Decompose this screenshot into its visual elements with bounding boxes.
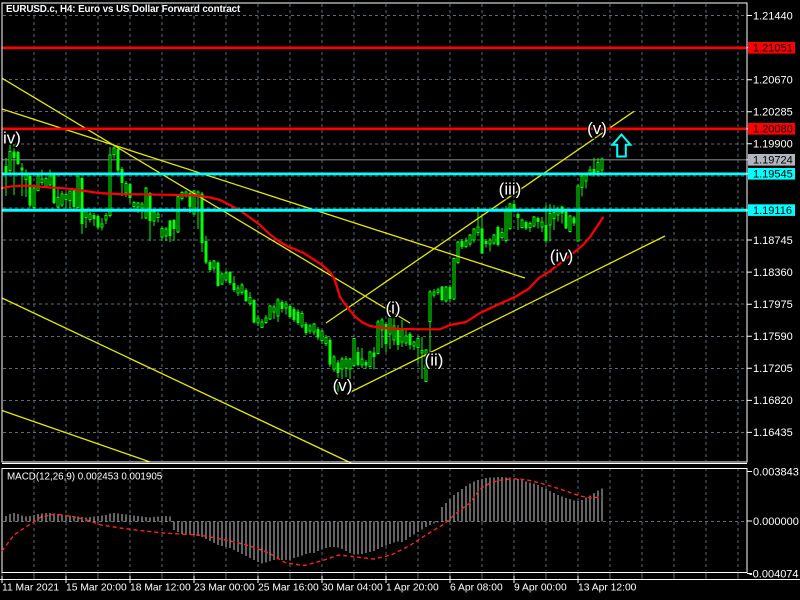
- svg-text:MACD(12,26,9) 0.002453 0.00190: MACD(12,26,9) 0.002453 0.001905: [7, 472, 163, 483]
- svg-text:1.20080: 1.20080: [753, 124, 793, 136]
- svg-text:1.21051: 1.21051: [753, 43, 793, 55]
- svg-text:-0.004074: -0.004074: [749, 568, 799, 580]
- svg-text:1.19724: 1.19724: [753, 155, 793, 167]
- svg-text:0.000000: 0.000000: [753, 516, 799, 528]
- svg-text:1.20285: 1.20285: [753, 107, 793, 119]
- svg-text:13 Apr 12:00: 13 Apr 12:00: [578, 583, 637, 594]
- svg-text:1.20670: 1.20670: [753, 75, 793, 87]
- svg-text:15 Mar 20:00: 15 Mar 20:00: [66, 583, 127, 594]
- svg-text:9 Apr 00:00: 9 Apr 00:00: [514, 583, 567, 594]
- svg-text:1.21440: 1.21440: [753, 10, 793, 22]
- svg-text:(v): (v): [333, 376, 353, 395]
- svg-text:11 Mar 2021: 11 Mar 2021: [2, 583, 59, 594]
- svg-text:0.003843: 0.003843: [753, 466, 799, 478]
- svg-text:(v): (v): [587, 119, 607, 138]
- svg-text:1.16820: 1.16820: [753, 395, 793, 407]
- svg-text:(ii): (ii): [425, 351, 444, 370]
- svg-text:6 Apr 08:00: 6 Apr 08:00: [450, 583, 503, 594]
- svg-text:18 Mar 12:00: 18 Mar 12:00: [130, 583, 191, 594]
- svg-text:1.19545: 1.19545: [753, 169, 793, 181]
- svg-text:25 Mar 16:00: 25 Mar 16:00: [258, 583, 319, 594]
- svg-text:1 Apr 20:00: 1 Apr 20:00: [386, 583, 439, 594]
- svg-text:1.19116: 1.19116: [753, 205, 792, 217]
- svg-text:1.17975: 1.17975: [753, 299, 793, 311]
- svg-text:(i): (i): [385, 299, 400, 318]
- svg-text:EURUSD.c, H4: Euro vs US Doll: EURUSD.c, H4: Euro vs US Dollar Forward …: [6, 4, 241, 15]
- svg-text:(iv): (iv): [550, 247, 574, 266]
- svg-text:1.16435: 1.16435: [753, 427, 793, 439]
- svg-text:(iii): (iii): [499, 180, 522, 199]
- svg-text:30 Mar 04:00: 30 Mar 04:00: [322, 583, 383, 594]
- svg-text:23 Mar 00:00: 23 Mar 00:00: [194, 583, 255, 594]
- svg-text:1.19900: 1.19900: [753, 139, 793, 151]
- svg-text:1.18745: 1.18745: [753, 235, 793, 247]
- svg-text:iv): iv): [3, 129, 21, 148]
- svg-text:1.18360: 1.18360: [753, 267, 793, 279]
- svg-text:1.17205: 1.17205: [753, 363, 793, 375]
- svg-text:1.17590: 1.17590: [753, 331, 793, 343]
